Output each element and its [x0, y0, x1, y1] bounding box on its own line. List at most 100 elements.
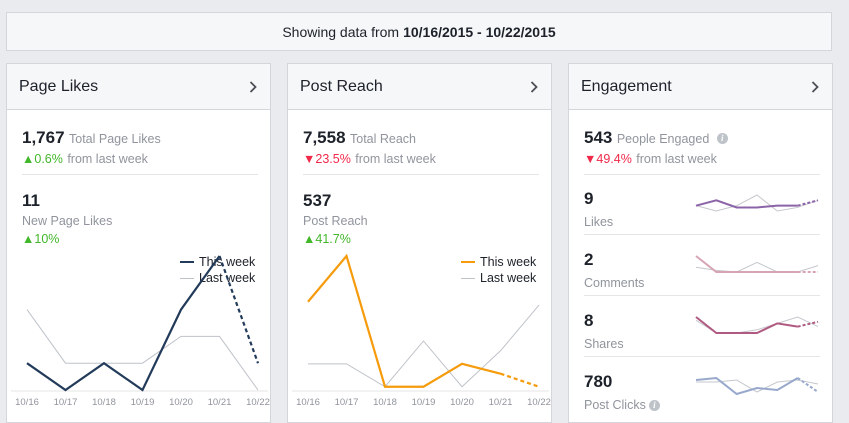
- total-reach: 7,558 Total Reach: [303, 128, 416, 148]
- total-reach-label: Total Reach: [350, 132, 417, 146]
- new-change-value: 10%: [34, 232, 60, 246]
- x-tick-label: 10/22: [246, 397, 270, 408]
- shares-value: 8: [584, 311, 594, 330]
- legend-swatch: [461, 261, 475, 263]
- post-reach-value: 537: [303, 191, 332, 210]
- x-tick-label: 10/20: [450, 397, 474, 408]
- likes-label: Likes: [584, 215, 614, 229]
- total-change-value: 49.4%: [596, 152, 632, 166]
- legend-last-week: Last week: [461, 271, 536, 285]
- series-this-week: [26, 255, 221, 392]
- series-this-week-projection: [218, 255, 260, 364]
- x-tick-label: 10/21: [208, 397, 232, 408]
- banner-range: 10/16/2015 - 10/22/2015: [403, 23, 556, 40]
- people-engaged: 543 People Engaged i: [584, 128, 728, 148]
- likes-value: 9: [584, 189, 594, 208]
- legend-this-week: This week: [461, 255, 536, 269]
- total-page-likes-change: ▲0.6% from last week: [22, 150, 148, 168]
- total-page-likes-label: Total Page Likes: [69, 132, 161, 146]
- total-change-suffix: from last week: [636, 152, 717, 166]
- post-reach-change: 41.7%: [315, 232, 351, 246]
- people-engaged-value: 543: [584, 128, 613, 147]
- series-last-week: [26, 309, 259, 391]
- legend-label: This week: [480, 255, 537, 269]
- post-reach-header[interactable]: Post Reach: [288, 64, 551, 110]
- engagement-row-post-clicks: 780 Post Clicks i: [584, 372, 820, 422]
- divider: [22, 174, 258, 175]
- new-page-likes-value: 11: [22, 191, 40, 210]
- people-engaged-label: People Engaged: [616, 132, 710, 146]
- sparkline-this-week: [695, 199, 798, 209]
- page-likes-chart: 10/16 10/17 10/18 10/19 10/20 10/21 10/22: [11, 255, 270, 408]
- sparkline-projection: [797, 377, 819, 393]
- engagement-title: Engagement: [581, 77, 672, 95]
- x-tick-label: 10/20: [169, 397, 193, 408]
- up-arrow-icon: ▲: [22, 232, 35, 246]
- chevron-right-icon[interactable]: [527, 80, 541, 94]
- new-page-likes: 11 New Page Likes ▲10%: [22, 191, 112, 248]
- down-arrow-icon: ▼: [584, 152, 597, 166]
- total-reach-value: 7,558: [303, 128, 346, 147]
- x-tick-label: 10/18: [92, 397, 116, 408]
- comments-sparkline: [695, 255, 819, 273]
- total-change-suffix: from last week: [355, 152, 436, 166]
- sparkline-last-week: [696, 379, 819, 393]
- info-icon[interactable]: i: [716, 133, 728, 145]
- new-page-likes-label: New Page Likes: [22, 214, 113, 228]
- sparkline-last-week: [695, 194, 819, 212]
- engagement-row-comments: 2 Comments: [584, 250, 820, 310]
- divider: [584, 234, 820, 235]
- x-tick-label: 10/16: [15, 397, 39, 408]
- series-last-week: [308, 304, 540, 388]
- engagement-row-shares: 8 Shares: [584, 311, 820, 371]
- post-clicks-label-text: Post Clicks: [584, 398, 646, 412]
- x-tick-label: 10/22: [527, 397, 551, 408]
- comments-value: 2: [584, 250, 594, 269]
- engagement-row-likes: 9 Likes: [584, 189, 820, 249]
- engagement-header[interactable]: Engagement: [569, 64, 832, 110]
- post-clicks-label: Post Clicks i: [584, 398, 660, 412]
- x-tick-label: 10/17: [335, 397, 359, 408]
- legend-swatch: [461, 277, 475, 279]
- post-reach-title: Post Reach: [300, 77, 383, 95]
- page-likes-title: Page Likes: [19, 77, 99, 95]
- banner-prefix: Showing data from: [282, 23, 400, 40]
- page-likes-header[interactable]: Page Likes: [7, 64, 270, 110]
- sparkline-this-week: [695, 255, 798, 273]
- up-arrow-icon: ▲: [22, 152, 35, 166]
- x-tick-label: 10/17: [54, 397, 78, 408]
- shares-sparkline: [695, 316, 819, 334]
- divider: [584, 174, 820, 175]
- x-tick-label: 10/16: [296, 397, 320, 408]
- chevron-right-icon[interactable]: [246, 80, 260, 94]
- divider: [584, 295, 820, 296]
- x-tick-label: 10/19: [412, 397, 436, 408]
- info-icon[interactable]: i: [648, 400, 660, 412]
- divider: [584, 356, 820, 357]
- sparkline-projection: [797, 320, 819, 328]
- post-reach-card: Post Reach 7,558 Total Reach ▼23.5% from…: [287, 63, 552, 423]
- x-tick-label: 10/19: [131, 397, 155, 408]
- post-clicks-value: 780: [584, 372, 613, 391]
- post-reach-metric: 537 Post Reach ▲41.7%: [303, 191, 368, 248]
- sparkline-this-week: [695, 376, 799, 396]
- date-range-banner: Showing data from 10/16/2015 - 10/22/201…: [6, 12, 832, 51]
- series-this-week-projection: [500, 372, 540, 388]
- page-likes-card: Page Likes 1,767 Total Page Likes ▲0.6% …: [6, 63, 271, 423]
- people-engaged-change: ▼49.4% from last week: [584, 150, 717, 168]
- x-tick-label: 10/18: [373, 397, 397, 408]
- post-reach-label: Post Reach: [303, 214, 368, 228]
- post-clicks-sparkline: [695, 376, 819, 396]
- shares-label: Shares: [584, 337, 624, 351]
- total-change-value: 0.6%: [34, 152, 63, 166]
- legend-swatch: [180, 277, 194, 279]
- likes-sparkline: [695, 194, 819, 212]
- post-reach-chart: 10/16 10/17 10/18 10/19 10/20 10/21 10/22: [292, 253, 551, 408]
- comments-label: Comments: [584, 276, 645, 290]
- total-change-value: 23.5%: [315, 152, 351, 166]
- x-tick-label: 10/21: [489, 397, 513, 408]
- legend-swatch: [180, 261, 194, 263]
- chevron-right-icon[interactable]: [808, 80, 822, 94]
- total-page-likes-value: 1,767: [22, 128, 65, 147]
- total-reach-change: ▼23.5% from last week: [303, 150, 436, 168]
